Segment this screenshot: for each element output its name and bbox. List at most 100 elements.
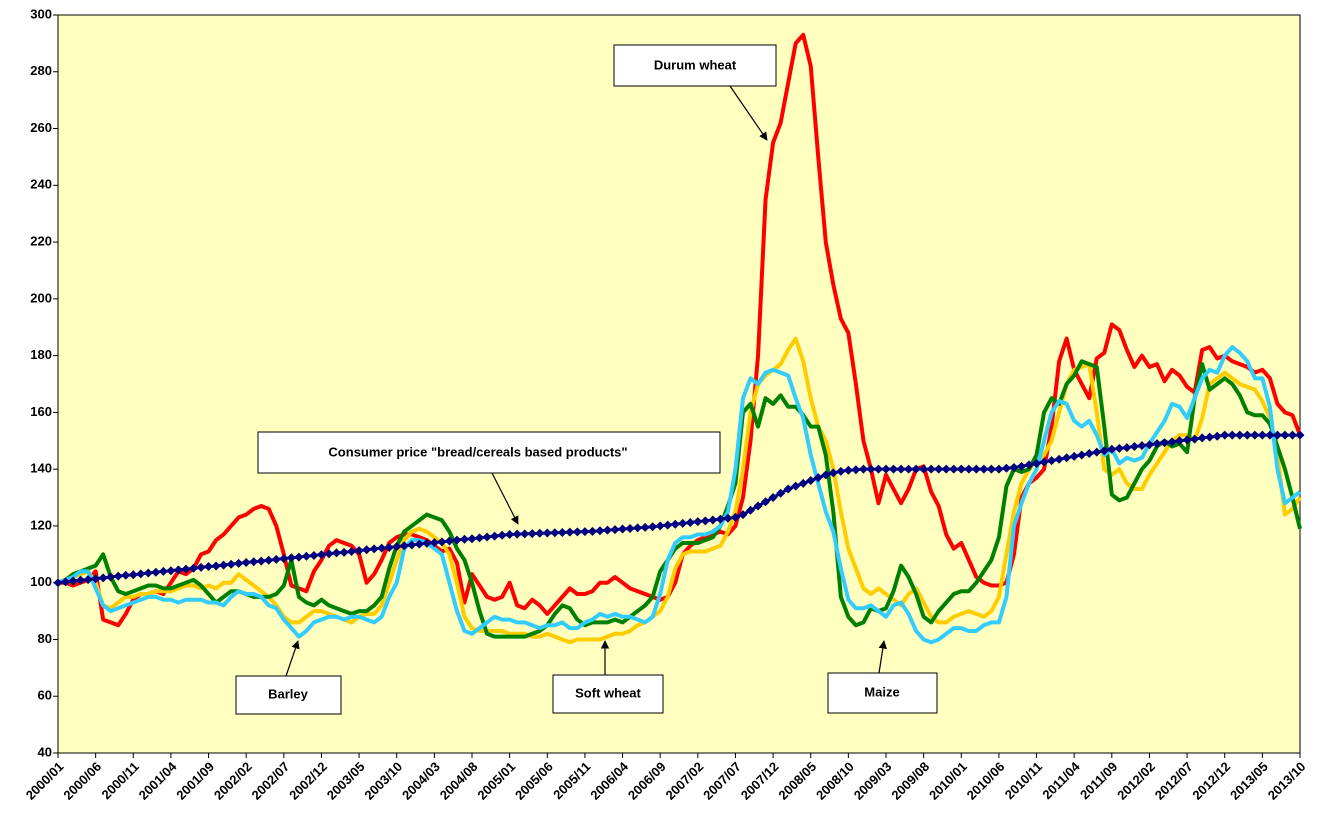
annotation-box <box>257 431 721 474</box>
marker <box>1257 430 1267 440</box>
marker <box>475 533 485 543</box>
marker <box>761 497 771 507</box>
marker <box>971 464 981 474</box>
marker <box>520 529 530 539</box>
marker <box>1152 439 1162 449</box>
marker <box>444 536 454 546</box>
y-tick-label: 60 <box>38 688 52 703</box>
x-tick-label: 2003/10 <box>361 759 405 803</box>
y-tick-label: 120 <box>30 517 52 532</box>
marker <box>188 563 198 573</box>
marker <box>151 567 161 577</box>
marker <box>1227 430 1237 440</box>
marker <box>964 464 974 474</box>
marker <box>414 539 424 549</box>
marker <box>1016 461 1026 471</box>
marker <box>715 514 725 524</box>
marker <box>1295 430 1305 440</box>
x-tick-label: 2010/06 <box>964 759 1008 803</box>
x-tick-label: 2010/01 <box>926 759 970 803</box>
marker <box>83 575 93 585</box>
marker <box>1107 444 1117 454</box>
marker <box>956 464 966 474</box>
marker <box>994 464 1004 474</box>
marker <box>422 538 432 548</box>
marker <box>866 464 876 474</box>
marker <box>1280 430 1290 440</box>
marker <box>625 523 635 533</box>
marker <box>610 525 620 535</box>
annotation-box <box>613 44 777 87</box>
x-tick-label: 2009/08 <box>888 759 932 803</box>
marker <box>1062 453 1072 463</box>
annotation: Maize <box>864 684 899 699</box>
annotations: Durum wheat Consumer price "bread/cereal… <box>235 44 938 715</box>
marker <box>512 529 522 539</box>
marker <box>783 484 793 494</box>
marker <box>399 541 409 551</box>
marker <box>1047 456 1057 466</box>
y-tick-label: 140 <box>30 461 52 476</box>
marker <box>926 464 936 474</box>
y-tick-label: 220 <box>30 234 52 249</box>
marker <box>858 464 868 474</box>
annotation-box <box>827 672 938 714</box>
marker <box>934 464 944 474</box>
annotation: Consumer price "bread/cereals based prod… <box>328 444 627 459</box>
marker <box>482 532 492 542</box>
y-tick-label: 300 <box>30 6 52 21</box>
marker <box>204 562 214 572</box>
x-tick-label: 2006/04 <box>587 758 631 802</box>
marker <box>1265 430 1275 440</box>
marker <box>271 554 281 564</box>
marker <box>1092 447 1102 457</box>
marker <box>730 512 740 522</box>
marker <box>286 553 296 563</box>
marker <box>113 571 123 581</box>
marker <box>708 515 718 525</box>
marker <box>76 575 86 585</box>
series-line <box>57 336 1302 645</box>
marker <box>889 464 899 474</box>
marker <box>68 576 78 586</box>
marker <box>497 530 507 540</box>
marker <box>798 478 808 488</box>
marker <box>941 464 951 474</box>
x-tick-label: 2012/02 <box>1114 759 1158 803</box>
marker <box>226 559 236 569</box>
x-tick-label: 2007/02 <box>663 759 707 803</box>
marker <box>1114 443 1124 453</box>
marker <box>143 568 153 578</box>
marker <box>219 560 229 570</box>
marker <box>663 520 673 530</box>
x-tick-label: 2012/07 <box>1152 759 1196 803</box>
marker <box>234 558 244 568</box>
marker <box>1235 430 1245 440</box>
marker <box>121 570 131 580</box>
marker <box>911 464 921 474</box>
marker <box>490 531 500 541</box>
marker <box>806 476 816 486</box>
x-tick-label: 2005/01 <box>474 759 518 803</box>
marker <box>587 526 597 536</box>
marker <box>1250 430 1260 440</box>
marker <box>640 522 650 532</box>
marker <box>648 522 658 532</box>
x-tick-label: 2004/03 <box>399 759 443 803</box>
y-tick-label: 180 <box>30 347 52 362</box>
marker <box>986 464 996 474</box>
x-tick-label: 2008/05 <box>775 759 819 803</box>
x-tick-label: 2002/02 <box>211 759 255 803</box>
marker <box>580 527 590 537</box>
annotation: Soft wheat <box>575 685 641 700</box>
marker <box>1069 451 1079 461</box>
marker <box>1024 460 1034 470</box>
arrow <box>285 640 300 677</box>
marker <box>407 540 417 550</box>
marker <box>106 572 116 582</box>
marker <box>1197 433 1207 443</box>
x-tick-label: 2001/09 <box>173 759 217 803</box>
x-tick-label: 2012/12 <box>1189 759 1233 803</box>
marker <box>1205 432 1215 442</box>
x-tick-label: 2007/12 <box>738 759 782 803</box>
